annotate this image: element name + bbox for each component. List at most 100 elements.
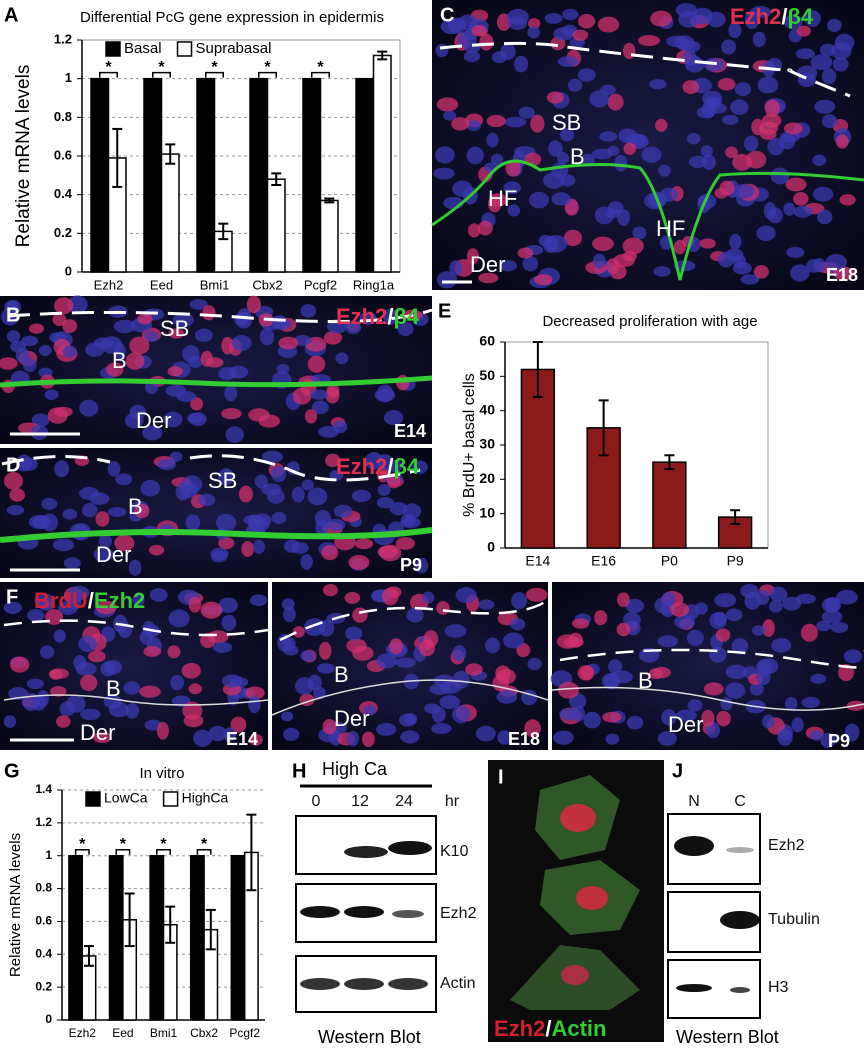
cell [32, 695, 47, 711]
cell [510, 618, 526, 631]
band [300, 978, 340, 990]
cell [618, 128, 638, 144]
cell [39, 645, 55, 659]
significance-bracket [156, 848, 171, 855]
cell [362, 731, 375, 747]
cell [9, 656, 30, 673]
band [676, 984, 712, 992]
cell [300, 303, 317, 318]
cell [335, 352, 349, 365]
region-label: B [570, 144, 585, 169]
cell [395, 536, 416, 550]
error-bar [83, 945, 94, 967]
cell [435, 43, 449, 58]
stain: Ezh2 [494, 1016, 545, 1041]
cell [703, 682, 724, 696]
cell [26, 678, 45, 690]
cell [511, 592, 528, 610]
cell [113, 319, 136, 334]
cell [835, 134, 849, 149]
caption: Western Blot [676, 1027, 779, 1047]
cell [449, 260, 463, 276]
error-bar [271, 172, 282, 186]
cell [505, 159, 521, 177]
cell [218, 468, 234, 486]
cell [578, 13, 596, 29]
band [344, 978, 384, 990]
cell [132, 592, 145, 607]
cell [750, 682, 764, 696]
stain: Ezh2 [94, 588, 145, 613]
cell [165, 384, 187, 397]
cell [800, 623, 819, 642]
cell [607, 93, 624, 111]
cell [38, 344, 52, 357]
bar [160, 153, 180, 273]
cell [436, 271, 457, 289]
cell [514, 55, 529, 73]
cell [557, 152, 570, 165]
cell [185, 514, 201, 531]
cell [228, 365, 249, 379]
nucleus [576, 886, 608, 910]
cell [732, 261, 752, 275]
cell [89, 492, 110, 505]
cell [546, 91, 564, 104]
cell [713, 611, 727, 627]
cell [623, 42, 636, 60]
cell [478, 272, 499, 284]
cell [686, 132, 701, 145]
cell [744, 135, 759, 152]
y-tick-label: 0.8 [54, 109, 72, 124]
bar [230, 854, 246, 1021]
cell [344, 591, 361, 604]
cell [657, 731, 677, 746]
cell [221, 674, 243, 688]
y-tick-label: 30 [479, 436, 495, 452]
cell [604, 672, 620, 690]
y-tick-label: 0 [65, 263, 72, 278]
cell [28, 515, 49, 529]
cell [100, 661, 116, 677]
cell [107, 461, 121, 477]
bar [143, 77, 163, 273]
stage-label: E14 [394, 421, 426, 441]
cell [400, 517, 421, 529]
cell [782, 596, 802, 611]
panel-letter: E [438, 300, 451, 322]
cell [577, 68, 596, 82]
bar [319, 199, 339, 273]
y-tick-label: 1.2 [35, 815, 52, 829]
error-bar [598, 399, 609, 457]
cell [571, 618, 590, 629]
region-label: B [112, 348, 127, 373]
cell [709, 646, 727, 663]
stain: β4 [393, 454, 419, 479]
cell [376, 496, 395, 509]
cell [319, 641, 332, 660]
bar [196, 77, 216, 273]
cell [200, 632, 216, 649]
x-tick-label: Bmi1 [200, 277, 230, 292]
cell [572, 29, 589, 41]
cell [231, 334, 252, 351]
region-label: Der [334, 706, 369, 731]
cell [756, 667, 771, 686]
cell [527, 657, 542, 671]
cell [124, 412, 144, 429]
cell [283, 727, 300, 742]
cell [210, 547, 229, 560]
cell [73, 654, 87, 671]
cell [763, 201, 777, 220]
cell [486, 114, 506, 128]
cell [832, 56, 849, 72]
cell [694, 602, 708, 615]
cell [518, 106, 536, 119]
cell [762, 619, 775, 638]
cell [553, 730, 574, 745]
cell [477, 220, 493, 236]
stage-label: P9 [828, 731, 850, 751]
cell [329, 469, 344, 481]
cell [616, 622, 631, 637]
cell [749, 5, 772, 18]
